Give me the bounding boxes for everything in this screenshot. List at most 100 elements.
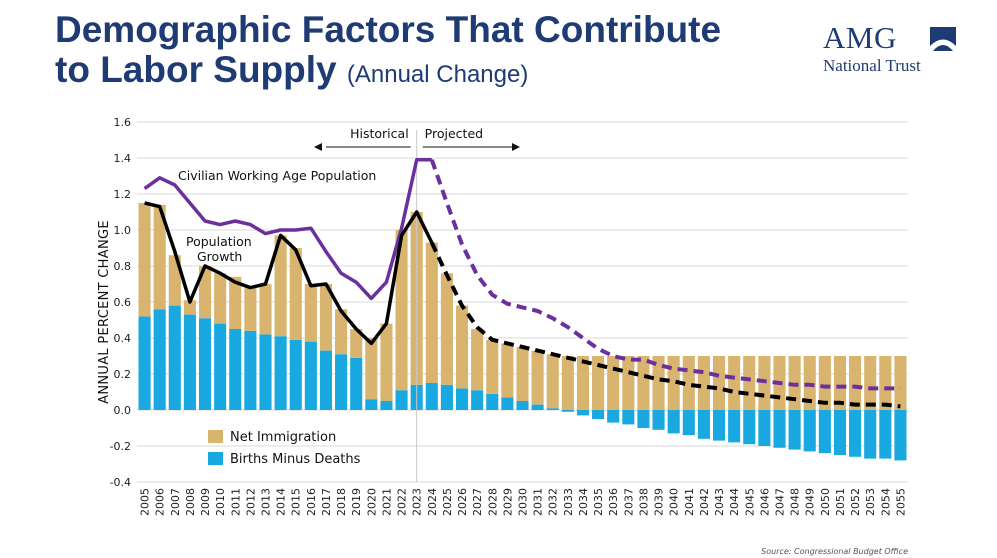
y-tick-label: 0.2 [114, 368, 132, 381]
births-minus-deaths-bar [501, 397, 514, 410]
births-minus-deaths-bar [365, 399, 378, 410]
projected-label: Projected [425, 126, 483, 141]
net-immigration-bar [894, 356, 907, 410]
x-tick-label: 2022 [396, 488, 409, 516]
working-age-population-line-historical [143, 158, 432, 301]
x-tick-label: 2023 [411, 488, 424, 516]
births-minus-deaths-bar [667, 410, 680, 434]
x-tick-label: 2014 [275, 488, 288, 516]
x-tick-label: 2049 [804, 488, 817, 516]
x-tick-label: 2039 [653, 488, 666, 516]
x-tick-label: 2047 [774, 488, 787, 516]
net-immigration-bar [425, 242, 438, 383]
births-minus-deaths-bar [622, 410, 635, 425]
x-tick-label: 2030 [517, 488, 530, 516]
net-immigration-bar [879, 356, 892, 410]
births-minus-deaths-bar [395, 390, 408, 410]
births-minus-deaths-bar [198, 318, 212, 410]
births-minus-deaths-bar [214, 323, 227, 410]
net-immigration-bar [455, 305, 469, 389]
births-minus-deaths-bar [440, 384, 453, 410]
company-logo: AMG National Trust [823, 22, 956, 76]
x-tick-label: 2038 [637, 488, 650, 516]
net-immigration-bar [153, 204, 166, 310]
x-tick-label: 2025 [441, 488, 454, 516]
x-tick-label: 2031 [532, 488, 545, 516]
births-minus-deaths-bar [516, 401, 529, 410]
x-tick-label: 2005 [139, 488, 152, 516]
legend-swatch [208, 452, 223, 465]
x-tick-label: 2026 [456, 488, 469, 516]
births-minus-deaths-bar [803, 410, 816, 452]
x-tick-label: 2048 [789, 488, 802, 516]
x-tick-label: 2033 [562, 488, 575, 516]
population-growth-label: Growth [197, 249, 242, 264]
births-minus-deaths-bar [879, 410, 892, 459]
births-minus-deaths-bar [168, 305, 181, 410]
source-note: Source: Congressional Budget Office [761, 547, 908, 556]
x-tick-label: 2037 [622, 488, 635, 516]
logo-tagline: National Trust [823, 56, 921, 75]
births-minus-deaths-bar [138, 316, 151, 410]
births-minus-deaths-bar [153, 309, 166, 410]
y-tick-label: 1.0 [114, 224, 132, 237]
y-tick-label: 0.8 [114, 260, 132, 273]
net-immigration-bar [849, 356, 862, 410]
net-immigration-bar [516, 347, 529, 401]
net-immigration-bar [259, 284, 272, 335]
x-tick-label: 2028 [486, 488, 499, 516]
x-tick-label: 2032 [547, 488, 560, 516]
population-growth-label: Population [186, 234, 252, 249]
births-minus-deaths-bar [455, 388, 469, 410]
x-tick-label: 2043 [713, 488, 726, 516]
y-tick-label: -0.2 [110, 440, 131, 453]
x-tick-label: 2042 [698, 488, 711, 516]
births-minus-deaths-bar [637, 410, 650, 428]
x-tick-label: 2041 [683, 488, 696, 516]
net-immigration-bar [350, 329, 363, 358]
net-immigration-bar [380, 323, 393, 401]
births-minus-deaths-bar [758, 410, 771, 446]
x-tick-label: 2050 [819, 488, 832, 516]
legend-label: Net Immigration [230, 430, 336, 445]
x-tick-label: 2036 [607, 488, 620, 516]
net-immigration-bar [818, 356, 831, 410]
x-tick-label: 2019 [350, 488, 363, 516]
x-tick-label: 2035 [592, 488, 605, 516]
population-growth-line-projected [429, 241, 901, 409]
x-tick-label: 2027 [471, 488, 484, 516]
net-immigration-bar [304, 284, 317, 342]
net-immigration-bar [486, 339, 499, 394]
net-immigration-bar [697, 356, 710, 410]
net-immigration-bar [365, 338, 378, 400]
net-immigration-bar [546, 354, 559, 409]
net-immigration-bar [335, 309, 348, 355]
working-age-population-label: Civilian Working Age Population [178, 168, 376, 183]
births-minus-deaths-bar [259, 334, 272, 410]
x-tick-label: 2011 [229, 488, 242, 516]
net-immigration-bar [728, 356, 741, 410]
x-tick-label: 2024 [426, 488, 439, 516]
net-immigration-bar [274, 235, 287, 337]
births-minus-deaths-bar [652, 410, 665, 430]
x-tick-label: 2006 [154, 488, 167, 516]
x-tick-label: 2015 [290, 488, 303, 516]
net-immigration-bar [592, 356, 605, 410]
net-immigration-bar [229, 276, 242, 329]
net-immigration-bar [501, 343, 514, 398]
births-minus-deaths-bar [380, 401, 393, 410]
x-tick-label: 2040 [668, 488, 681, 516]
x-tick-label: 2044 [728, 488, 741, 516]
births-minus-deaths-bar [335, 354, 348, 410]
births-minus-deaths-bar [546, 408, 559, 410]
net-immigration-bar [576, 356, 590, 410]
net-immigration-bar [440, 273, 453, 385]
title-line-2: to Labor Supply [55, 49, 337, 90]
historical-arrow-head [314, 143, 322, 151]
net-immigration-bar [637, 356, 650, 410]
x-tick-label: 2017 [320, 488, 333, 516]
y-tick-label: 0.4 [114, 332, 132, 345]
projected-arrow-head [512, 143, 520, 151]
x-tick-label: 2051 [834, 488, 847, 516]
